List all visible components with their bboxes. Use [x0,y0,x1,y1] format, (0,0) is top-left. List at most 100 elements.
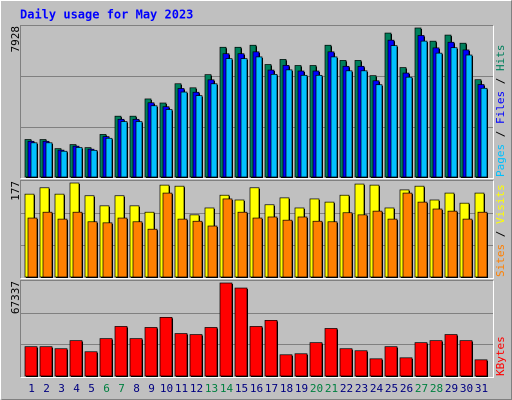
bar [102,222,113,278]
x-tick-label: 25 [385,382,398,395]
bar-group [240,58,248,178]
bar [114,326,128,377]
panel-frame [20,25,494,179]
bar-group [390,45,398,179]
legend-entry: Hits [494,45,507,72]
x-tick-label: 17 [265,382,278,395]
bar-group [402,192,413,278]
bar [237,211,248,278]
legend: Pages / Files / Hits [494,45,507,178]
bar [30,142,38,178]
x-tick-label: 20 [310,382,323,395]
bar [147,228,158,278]
bar-group [330,56,338,179]
bar-group [384,346,398,377]
bar [27,217,38,278]
bar-group [162,192,173,278]
bar-group [45,142,53,178]
bar-group [249,326,263,377]
bar [459,340,473,377]
bar [327,221,338,278]
bar-group [135,121,143,178]
x-tick-label: 21 [325,382,338,395]
bar [192,220,203,278]
bar-group [360,70,368,178]
bar [210,83,218,178]
bar [117,217,128,278]
bar [72,211,83,278]
x-tick-label: 12 [190,382,203,395]
bar [477,211,488,278]
x-tick-label: 27 [415,382,428,395]
bar [342,212,353,278]
bar [390,45,398,178]
bar-group [285,69,293,178]
bar-group [84,351,98,377]
bar-group [69,340,83,377]
bar [99,338,113,377]
bar-group [399,357,413,377]
x-tick-label: 9 [148,382,155,395]
bar-group [177,218,188,278]
legend-entry: Pages [494,144,507,177]
legend-separator: / [494,124,507,144]
x-tick-label: 11 [175,382,188,395]
bar-group [204,327,218,377]
bar [54,348,68,377]
bar [465,54,473,178]
bar [324,328,338,377]
bar-group [192,220,203,278]
bar-group [480,87,488,178]
bar-group [357,214,368,278]
bar [462,218,473,278]
bar [357,214,368,278]
bar-group [72,211,83,278]
bar [144,327,158,377]
bar-group [270,74,278,178]
bar [474,359,488,377]
bar [450,47,458,178]
bar [90,149,98,178]
bar-group [87,221,98,278]
chart-title: Daily usage for May 2023 [20,8,193,22]
bar [69,340,83,377]
x-tick-label: 18 [280,382,293,395]
bar-group [447,210,458,278]
bar-group [210,83,218,178]
x-tick-label: 4 [73,382,80,395]
bar [285,69,293,178]
bar [219,282,233,377]
bar [39,346,53,377]
bar-group [432,208,443,278]
x-tick-label: 2 [43,382,50,395]
bar-group [102,222,113,278]
bar-group [462,218,473,278]
y-max-label: 177 [9,181,22,201]
x-tick-label: 16 [250,382,263,395]
bar [339,348,353,377]
bar-group [420,40,428,178]
bar-group [195,95,203,178]
bar-group [459,340,473,377]
x-tick-label: 15 [235,382,248,395]
bar [255,56,263,178]
bar-group [327,221,338,278]
bar-group [144,327,158,377]
bar-group [237,211,248,278]
bar-group [405,76,413,178]
bar-group [465,54,473,178]
bar [180,91,188,178]
bar-group [414,342,428,377]
x-tick-label: 10 [160,382,173,395]
bar [387,218,398,278]
legend: KBytes [494,336,507,376]
bar-group [105,137,113,178]
bar-group [444,334,458,377]
bar-group [342,212,353,278]
bar [264,320,278,377]
bar [24,346,38,377]
bar [252,217,263,278]
bar-group [477,211,488,278]
bar [417,201,428,278]
